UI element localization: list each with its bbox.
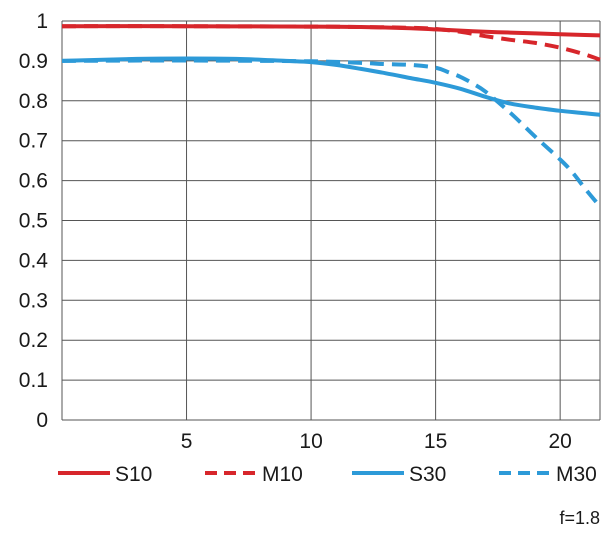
tick-labels: 00.10.20.30.40.50.60.70.80.915 10 15 20 <box>19 10 572 453</box>
series-line-s30 <box>61 56 601 117</box>
x-tick-label: 5 <box>181 430 193 453</box>
legend-label-s10: S10 <box>115 463 152 486</box>
y-tick-label: 0.4 <box>19 249 49 272</box>
y-tick-label: 0.2 <box>19 329 48 352</box>
x-tick-label: 15 <box>424 430 447 453</box>
series-lines <box>61 24 602 208</box>
grid-lines <box>61 20 601 421</box>
y-tick-label: 0.7 <box>19 130 48 153</box>
y-tick-label: 0.9 <box>19 50 48 73</box>
legend: S10 M10 S30 M30 <box>58 463 597 486</box>
aperture-label: f=1.8 <box>559 508 600 528</box>
y-tick-label: 0.6 <box>19 170 48 193</box>
x-tick-label: 20 <box>548 430 571 453</box>
legend-label-s30: S30 <box>409 463 446 486</box>
legend-label-m30: M30 <box>556 463 597 486</box>
y-tick-label: 0.8 <box>19 90 48 113</box>
series-line-m30 <box>61 58 602 208</box>
series-line-s10 <box>61 24 601 38</box>
x-tick-label: 10 <box>299 430 322 453</box>
y-tick-label: 0.1 <box>19 369 48 392</box>
legend-label-m10: M10 <box>262 463 303 486</box>
y-tick-label: 1 <box>36 10 48 33</box>
y-tick-label: 0.5 <box>19 210 48 233</box>
y-tick-label: 0.3 <box>19 289 48 312</box>
y-tick-label: 0 <box>36 409 48 432</box>
